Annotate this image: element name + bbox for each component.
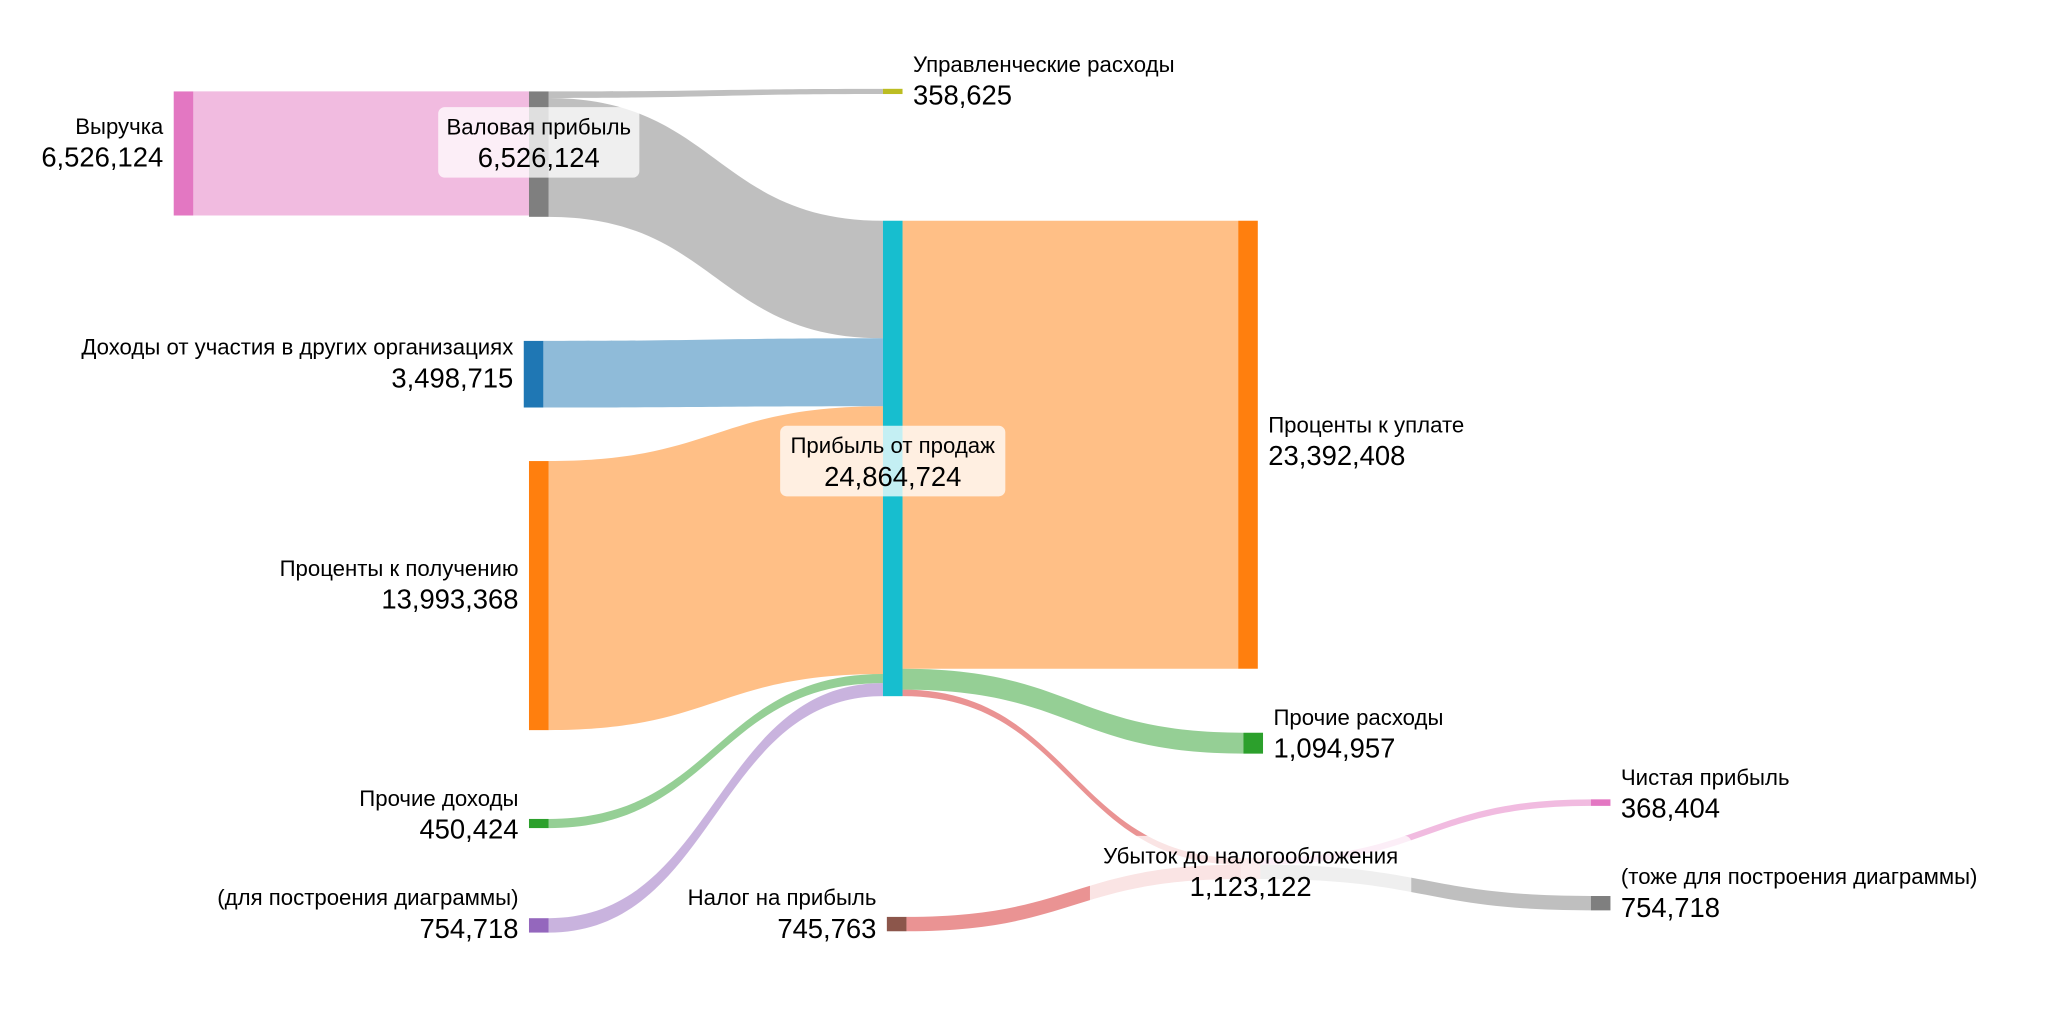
node-value: 754,718 [1621, 892, 1720, 923]
link-sales_profit-to-loss [902, 689, 1241, 865]
node-int_pay [1238, 220, 1258, 669]
label-box [438, 107, 640, 178]
node-value: 754,718 [419, 913, 518, 944]
node-aux1 [528, 918, 549, 933]
node-value: 6,526,124 [41, 142, 163, 173]
node-name: Валовая прибыль [446, 115, 631, 140]
node-aux2 [1590, 896, 1611, 911]
node-value: 450,424 [419, 814, 518, 845]
link-sales_profit-to-other_exp [902, 668, 1244, 754]
link-gross-to-admin [548, 88, 883, 98]
node-name: Прочие доходы [359, 786, 518, 811]
node-participation [523, 340, 544, 408]
link-participation-to-sales_profit [543, 338, 883, 408]
node-value: 23,392,408 [1268, 440, 1405, 471]
nodes-layer [173, 88, 1611, 933]
node-name: Проценты к уплате [1268, 412, 1464, 437]
node-value: 745,763 [777, 913, 876, 944]
node-value: 368,404 [1621, 793, 1720, 824]
node-label-net: Чистая прибыль 368,404 [1621, 765, 1790, 824]
node-value: 6,526,124 [478, 142, 600, 173]
node-label-participation: Доходы от участия в других организациях3… [81, 335, 513, 394]
node-label-aux2: (тоже для построения диаграммы) 754,718 [1621, 864, 1978, 923]
node-other_inc [528, 818, 549, 829]
node-admin [882, 88, 903, 95]
node-label-other_exp: Прочие расходы 1,094,957 [1273, 705, 1443, 764]
node-value: 1,094,957 [1273, 733, 1395, 764]
node-value: 13,993,368 [381, 584, 518, 615]
node-name: Выручка [75, 114, 164, 139]
node-label-revenue: Выручка 6,526,124 [41, 114, 164, 173]
node-value: 358,625 [913, 79, 1012, 110]
node-value: 24,864,724 [824, 461, 961, 492]
link-loss-to-net [1260, 799, 1591, 865]
node-revenue [173, 91, 194, 216]
node-label-tax: Налог на прибыль 745,763 [688, 885, 877, 944]
node-name: Прочие расходы [1273, 705, 1443, 730]
node-label-int_pay: Проценты к уплате 23,392,408 [1268, 412, 1464, 471]
link-sales_profit-to-int_pay [902, 220, 1239, 669]
node-label-aux1: (для построения диаграммы) 754,718 [217, 885, 518, 944]
node-name: Убыток до налогообложения [1103, 843, 1398, 868]
node-label-loss: Убыток до налогообложения 1,123,122 [1089, 835, 1412, 907]
node-name: (тоже для построения диаграммы) [1621, 864, 1978, 889]
node-name: Прибыль от продаж [790, 433, 995, 458]
node-name: Проценты к получению [280, 556, 519, 581]
node-value: 3,498,715 [391, 362, 513, 393]
label-box [780, 425, 1006, 497]
node-net [1590, 799, 1611, 806]
node-name: Чистая прибыль [1621, 765, 1790, 790]
label-box [1089, 835, 1412, 907]
link-other_inc-to-sales_profit [548, 673, 883, 829]
node-label-int_recv: Проценты к получению 13,993,368 [280, 556, 519, 615]
node-name: (для построения диаграммы) [217, 885, 518, 910]
node-int_recv [528, 461, 549, 731]
node-tax [886, 916, 907, 932]
node-name: Налог на прибыль [688, 885, 877, 910]
node-other_exp [1243, 732, 1264, 754]
node-label-sales_profit: Прибыль от продаж 24,864,724 [780, 425, 1006, 497]
link-aux1-to-sales_profit [548, 683, 883, 933]
node-label-other_inc: Прочие доходы 450,424 [359, 786, 518, 845]
node-value: 1,123,122 [1190, 871, 1312, 902]
node-name: Доходы от участия в других организациях [81, 335, 513, 360]
node-name: Управленческие расходы [913, 52, 1175, 77]
